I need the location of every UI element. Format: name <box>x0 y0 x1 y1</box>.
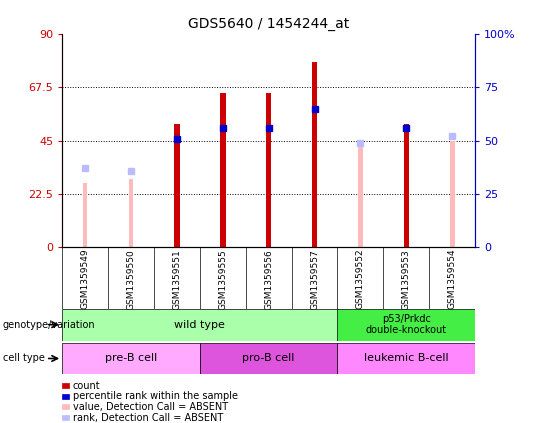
Text: leukemic B-cell: leukemic B-cell <box>364 354 449 363</box>
Text: percentile rank within the sample: percentile rank within the sample <box>73 391 238 401</box>
Text: cell type: cell type <box>3 354 45 363</box>
Text: wild type: wild type <box>174 320 225 330</box>
Text: pro-B cell: pro-B cell <box>242 354 295 363</box>
Text: count: count <box>73 381 100 391</box>
Bar <box>338 309 475 341</box>
Bar <box>62 343 200 374</box>
Text: pre-B cell: pre-B cell <box>105 354 157 363</box>
Bar <box>83 184 87 247</box>
Text: value, Detection Call = ABSENT: value, Detection Call = ABSENT <box>73 402 228 412</box>
Bar <box>338 343 475 374</box>
Bar <box>220 93 226 247</box>
Bar <box>312 62 318 247</box>
Text: rank, Detection Call = ABSENT: rank, Detection Call = ABSENT <box>73 412 223 423</box>
Text: genotype/variation: genotype/variation <box>3 320 96 330</box>
Text: p53/Prkdc
double-knockout: p53/Prkdc double-knockout <box>366 314 447 335</box>
Bar <box>450 141 455 247</box>
Bar <box>358 143 363 247</box>
Bar <box>403 124 409 247</box>
Bar <box>62 309 338 341</box>
Bar <box>266 93 272 247</box>
Bar <box>129 179 133 247</box>
Bar <box>200 343 338 374</box>
Bar <box>174 124 180 247</box>
Title: GDS5640 / 1454244_at: GDS5640 / 1454244_at <box>188 17 349 31</box>
